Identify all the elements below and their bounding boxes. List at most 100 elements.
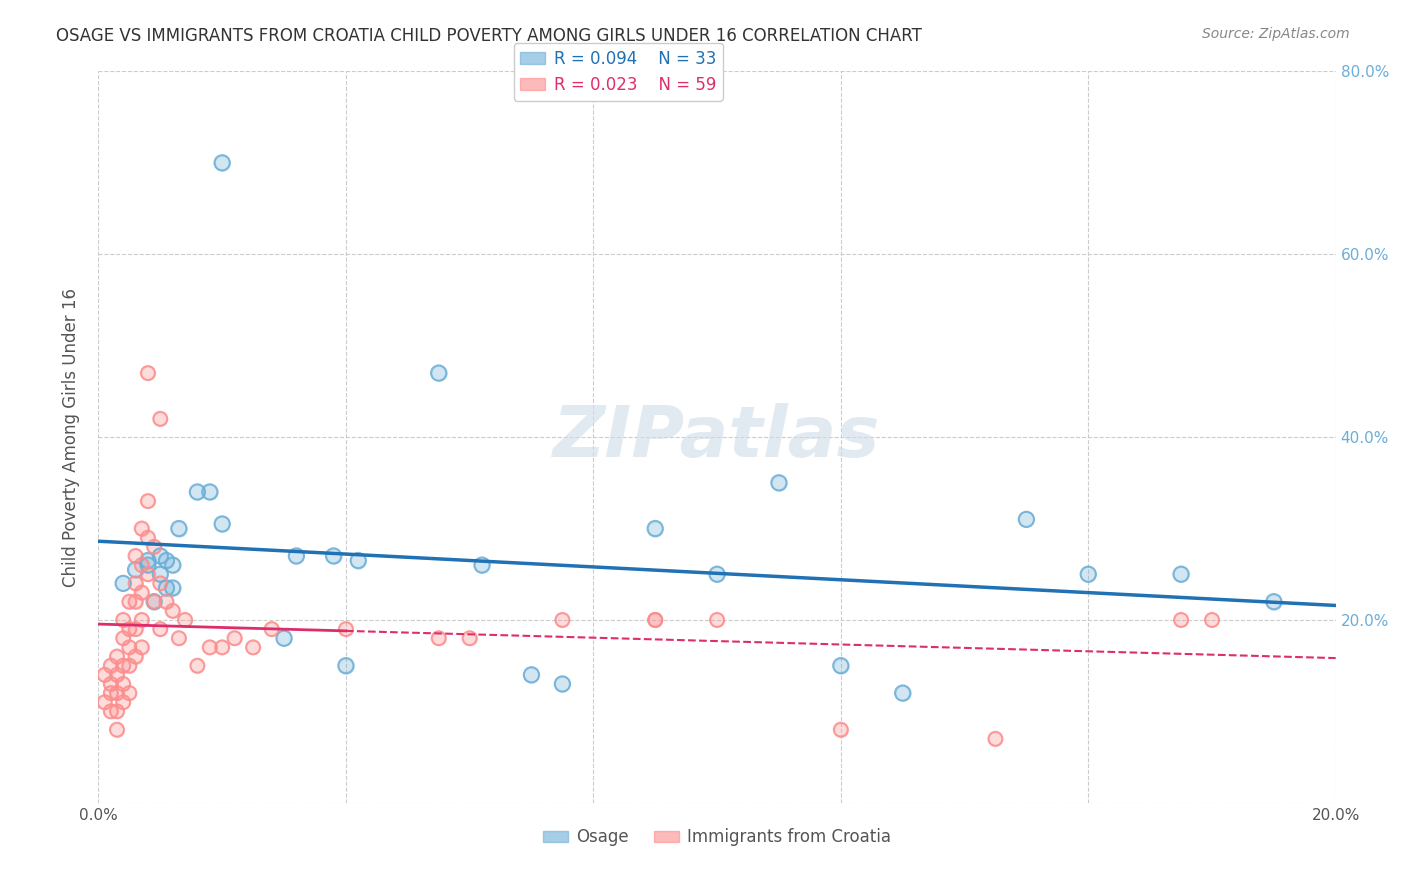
Point: [131, 558, 153, 573]
Point: [136, 531, 159, 545]
Point: [174, 613, 197, 627]
Point: [768, 475, 790, 490]
Point: [105, 667, 128, 681]
Point: [830, 658, 852, 673]
Point: [131, 521, 153, 535]
Point: [162, 581, 184, 595]
Point: [1170, 567, 1192, 582]
Point: [1201, 613, 1223, 627]
Point: [322, 549, 344, 563]
Point: [260, 622, 283, 636]
Point: [100, 658, 122, 673]
Point: [224, 632, 246, 646]
Point: [131, 558, 153, 573]
Point: [149, 622, 172, 636]
Point: [149, 549, 172, 563]
Point: [273, 632, 295, 646]
Point: [100, 677, 122, 691]
Point: [118, 640, 141, 655]
Point: [551, 677, 574, 691]
Point: [211, 516, 233, 531]
Point: [143, 594, 166, 608]
Point: [131, 640, 153, 655]
Point: [100, 677, 122, 691]
Point: [830, 723, 852, 737]
Point: [768, 475, 790, 490]
Point: [112, 658, 135, 673]
Point: [322, 549, 344, 563]
Point: [131, 613, 153, 627]
Point: [124, 563, 146, 577]
Point: [149, 567, 172, 582]
Point: [211, 640, 233, 655]
Point: [520, 667, 543, 681]
Point: [335, 658, 357, 673]
Point: [1170, 613, 1192, 627]
Point: [186, 658, 208, 673]
Point: [1077, 567, 1099, 582]
Point: [458, 632, 481, 646]
Point: [112, 576, 135, 591]
Point: [124, 576, 146, 591]
Point: [706, 567, 728, 582]
Point: [100, 705, 122, 719]
Text: OSAGE VS IMMIGRANTS FROM CROATIA CHILD POVERTY AMONG GIRLS UNDER 16 CORRELATION : OSAGE VS IMMIGRANTS FROM CROATIA CHILD P…: [56, 27, 922, 45]
Point: [167, 521, 190, 535]
Point: [335, 622, 357, 636]
Point: [551, 677, 574, 691]
Point: [551, 613, 574, 627]
Point: [471, 558, 494, 573]
Point: [706, 613, 728, 627]
Point: [211, 640, 233, 655]
Point: [186, 658, 208, 673]
Point: [105, 723, 128, 737]
Point: [105, 686, 128, 700]
Point: [143, 540, 166, 554]
Point: [162, 558, 184, 573]
Point: [118, 594, 141, 608]
Point: [149, 576, 172, 591]
Point: [198, 485, 221, 500]
Point: [149, 576, 172, 591]
Point: [112, 632, 135, 646]
Point: [891, 686, 914, 700]
Point: [224, 632, 246, 646]
Point: [427, 366, 450, 380]
Point: [155, 553, 177, 567]
Point: [118, 622, 141, 636]
Point: [112, 613, 135, 627]
Point: [347, 553, 370, 567]
Point: [105, 705, 128, 719]
Point: [105, 723, 128, 737]
Point: [335, 658, 357, 673]
Point: [155, 594, 177, 608]
Point: [644, 613, 666, 627]
Point: [167, 632, 190, 646]
Point: [124, 594, 146, 608]
Point: [100, 705, 122, 719]
Point: [1077, 567, 1099, 582]
Point: [830, 658, 852, 673]
Y-axis label: Child Poverty Among Girls Under 16: Child Poverty Among Girls Under 16: [62, 287, 80, 587]
Point: [131, 613, 153, 627]
Point: [136, 494, 159, 508]
Point: [891, 686, 914, 700]
Point: [105, 649, 128, 664]
Point: [118, 658, 141, 673]
Point: [118, 658, 141, 673]
Point: [143, 540, 166, 554]
Point: [155, 553, 177, 567]
Point: [520, 667, 543, 681]
Point: [112, 677, 135, 691]
Point: [149, 622, 172, 636]
Point: [143, 594, 166, 608]
Point: [242, 640, 264, 655]
Legend: Osage, Immigrants from Croatia: Osage, Immigrants from Croatia: [536, 822, 898, 853]
Point: [211, 516, 233, 531]
Point: [155, 581, 177, 595]
Point: [162, 604, 184, 618]
Point: [347, 553, 370, 567]
Point: [198, 640, 221, 655]
Point: [118, 640, 141, 655]
Point: [118, 594, 141, 608]
